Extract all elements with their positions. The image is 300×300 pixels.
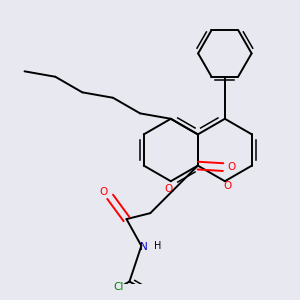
Text: H: H: [154, 241, 161, 251]
Text: O: O: [164, 184, 172, 194]
Text: Cl: Cl: [113, 282, 124, 292]
Text: O: O: [100, 188, 108, 197]
Text: O: O: [224, 181, 232, 191]
Text: O: O: [227, 162, 235, 172]
Text: N: N: [140, 242, 148, 252]
